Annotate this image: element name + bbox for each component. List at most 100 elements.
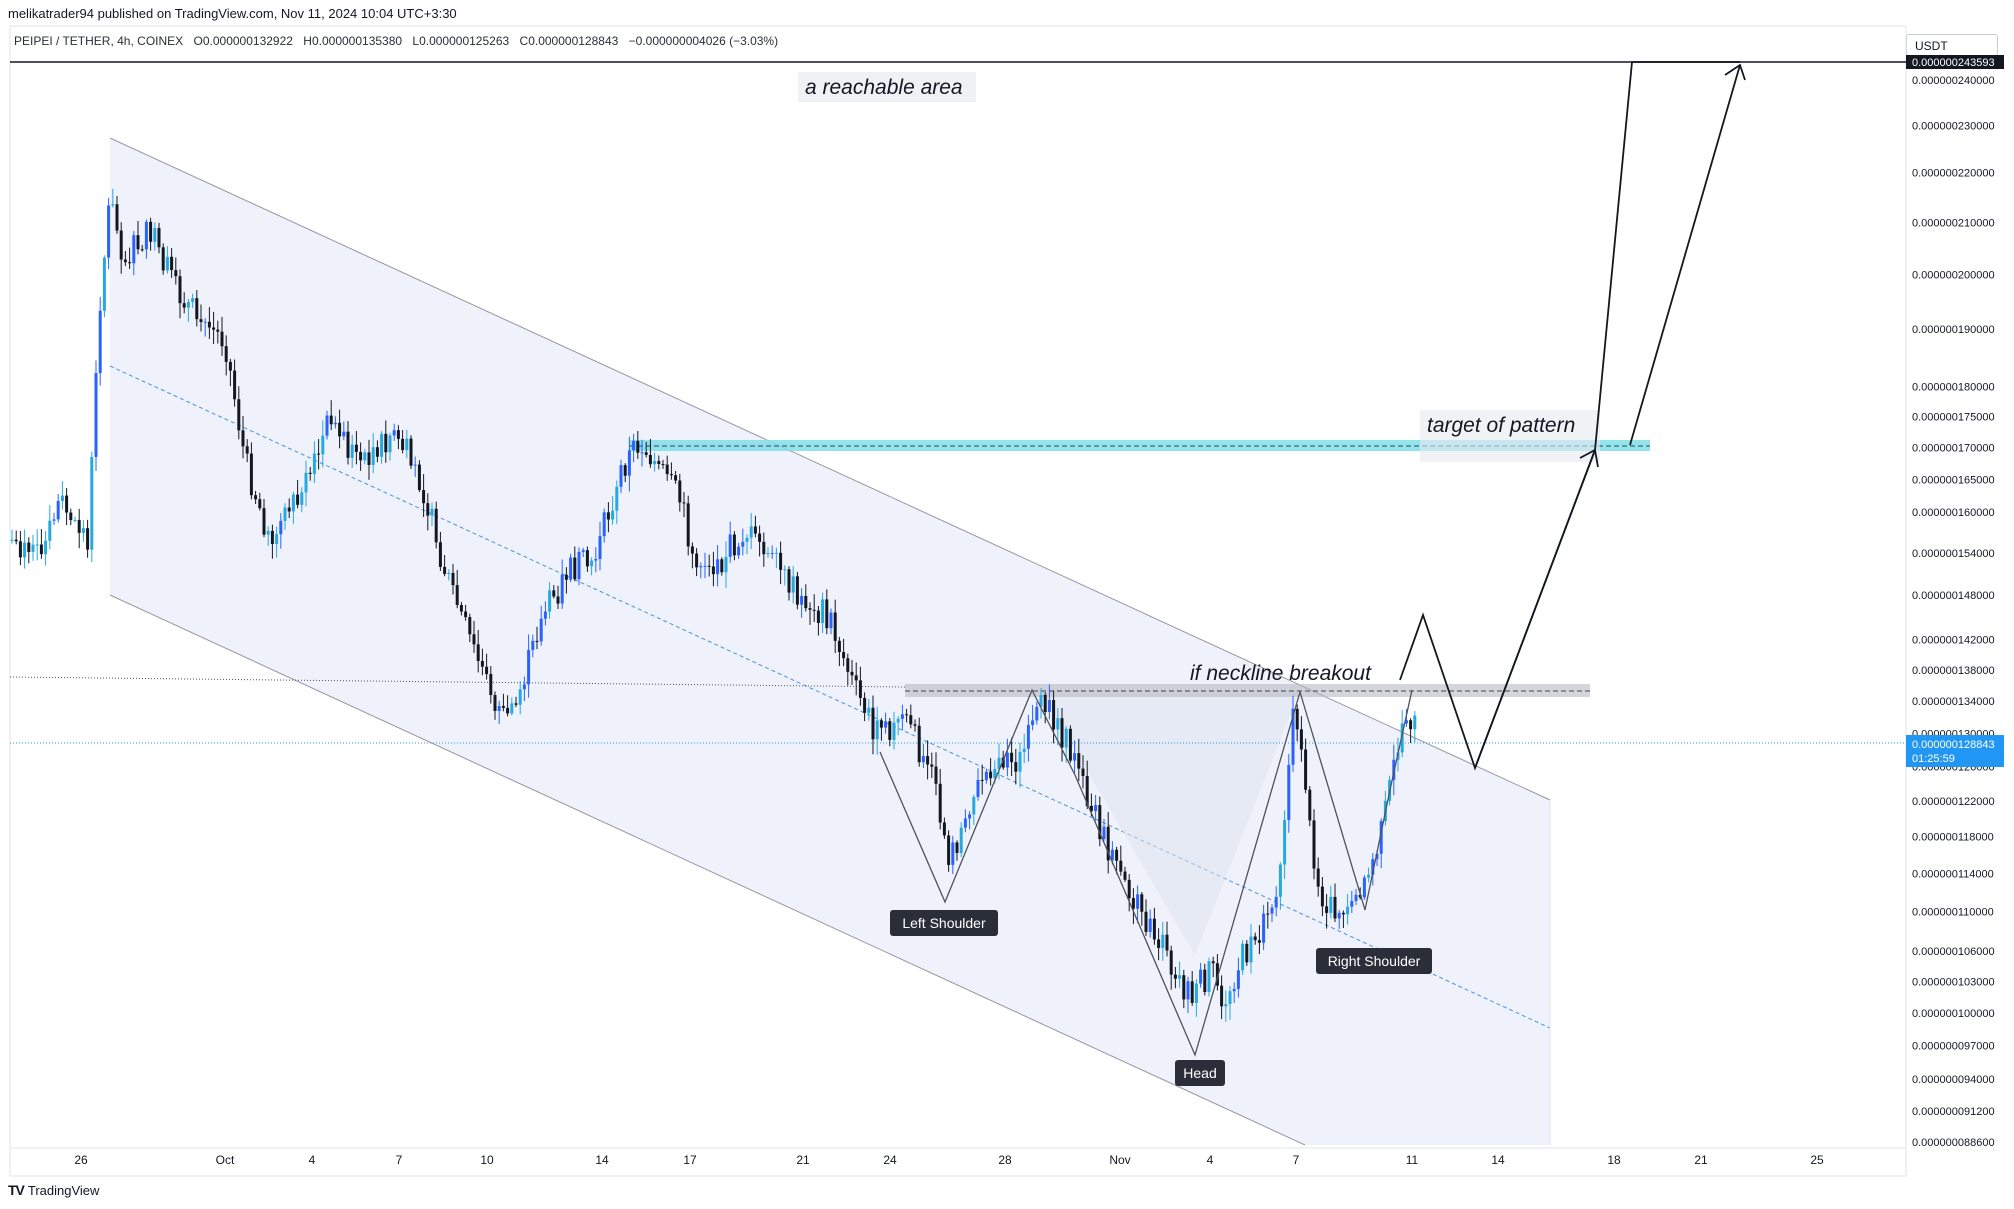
candle-body	[81, 528, 85, 533]
candle-body	[1144, 911, 1148, 932]
candle-body	[1325, 906, 1329, 913]
candle-body	[1081, 768, 1085, 777]
y-tick-label: 0.000000138000	[1912, 665, 1995, 677]
y-tick-label: 0.000000114000	[1912, 868, 1994, 880]
descending-channel-fill	[110, 138, 1550, 1145]
candle-body	[501, 705, 505, 708]
candle-body	[1295, 708, 1299, 730]
candle-body	[791, 576, 795, 593]
candle-body	[422, 490, 426, 504]
candle-body	[892, 722, 896, 740]
candle-body	[875, 720, 879, 740]
svg-text:Left Shoulder: Left Shoulder	[902, 915, 986, 931]
candle-body	[266, 530, 270, 535]
candle-body	[342, 431, 346, 437]
candle-body	[1236, 970, 1240, 989]
y-tick-label: 0.000000103000	[1912, 977, 1995, 989]
price-chart[interactable]: a reachable area target of pattern if ne…	[0, 0, 2014, 1180]
candles-group[interactable]	[10, 188, 1417, 1022]
candle-body	[338, 422, 342, 437]
x-tick-label: 4	[1207, 1153, 1214, 1167]
candle-body	[1039, 694, 1043, 707]
top-bar: melikatrader94 published on TradingView.…	[0, 0, 2014, 26]
candle-body	[291, 494, 295, 512]
candle-body	[804, 595, 808, 609]
candle-body	[884, 721, 888, 728]
candle-body	[1056, 718, 1060, 730]
x-tick-label: 25	[1810, 1153, 1824, 1167]
candle-body	[577, 551, 581, 580]
candle-body	[52, 519, 56, 521]
candle-body	[140, 249, 144, 251]
symbol-legend: PEIPEI / TETHER, 4h, COINEX O0.000000132…	[14, 34, 785, 48]
time-axis[interactable]: 26 Oct 4 7 10 14 17 21 24 28 Nov 4 7 11 14 18 21 25	[74, 1153, 1824, 1167]
candle-body	[930, 764, 934, 767]
candle-body	[1148, 918, 1152, 932]
candle-body	[249, 453, 253, 496]
candle-body	[1299, 729, 1303, 750]
x-tick-label: 28	[998, 1153, 1012, 1167]
candle-body	[581, 550, 585, 552]
candle-body	[665, 464, 669, 475]
candle-body	[506, 707, 510, 714]
y-tick-label: 0.000000240000	[1912, 75, 1995, 87]
candle-body	[39, 544, 43, 555]
candle-body	[497, 705, 501, 711]
candle-body	[707, 565, 711, 567]
candle-body	[808, 608, 812, 610]
candle-body	[770, 553, 774, 555]
candle-body	[821, 599, 825, 623]
candle-body	[1136, 894, 1140, 909]
candle-body	[1182, 975, 1186, 1000]
x-tick-label: 26	[74, 1153, 88, 1167]
head-shoulders-area	[905, 688, 1365, 955]
x-tick-label: 11	[1406, 1153, 1419, 1167]
y-tick-label: 0.000000165000	[1912, 474, 1995, 486]
x-tick-label: 14	[595, 1153, 609, 1167]
candle-body	[65, 495, 69, 513]
candle-body	[388, 435, 392, 453]
candle-body	[632, 440, 636, 451]
candle-body	[77, 519, 81, 533]
candle-body	[1014, 762, 1018, 772]
projection-to-target	[1474, 449, 1596, 769]
candle-body	[653, 460, 657, 465]
candle-body	[304, 472, 308, 493]
y-tick-label: 0.000000230000	[1912, 120, 1995, 132]
candle-body	[619, 465, 623, 487]
candle-body	[816, 610, 820, 623]
candle-body	[464, 611, 468, 618]
candle-body	[489, 674, 493, 696]
svg-text:Right Shoulder: Right Shoulder	[1328, 953, 1421, 969]
y-tick-label: 0.000000142000	[1912, 634, 1995, 646]
reachable-label-bg	[798, 72, 976, 102]
candle-body	[695, 553, 699, 568]
top-price-marker: 0.000000243593	[1906, 55, 2004, 69]
candle-body	[354, 444, 358, 452]
neckline-label: if neckline breakout	[1190, 662, 1372, 685]
candle-body	[539, 618, 543, 642]
candle-body	[955, 842, 959, 853]
currency-selector[interactable]: USDT	[1906, 34, 1998, 56]
candle-body	[1354, 894, 1358, 901]
price-axis[interactable]: 0.000000240000 0.000000230000 0.0000002200…	[1912, 75, 1995, 1149]
candle-body	[245, 446, 249, 454]
candle-body	[871, 707, 875, 740]
candle-body	[615, 486, 619, 511]
candle-body	[115, 204, 119, 231]
candle-body	[31, 544, 35, 552]
candle-body	[312, 453, 316, 474]
x-tick-label: 21	[796, 1153, 810, 1167]
candle-body	[56, 500, 60, 520]
candle-body	[1350, 900, 1354, 907]
candle-body	[1304, 749, 1308, 790]
candle-body	[472, 634, 476, 645]
candle-body	[833, 612, 837, 641]
candle-body	[363, 452, 367, 461]
x-tick-label: 24	[883, 1153, 897, 1167]
svg-text:0.000000128843: 0.000000128843	[1912, 739, 1995, 751]
candle-body	[1220, 985, 1224, 1007]
symbol-name[interactable]: PEIPEI / TETHER, 4h, COINEX	[14, 34, 184, 48]
candle-body	[1026, 724, 1030, 749]
candle-body	[287, 507, 291, 512]
